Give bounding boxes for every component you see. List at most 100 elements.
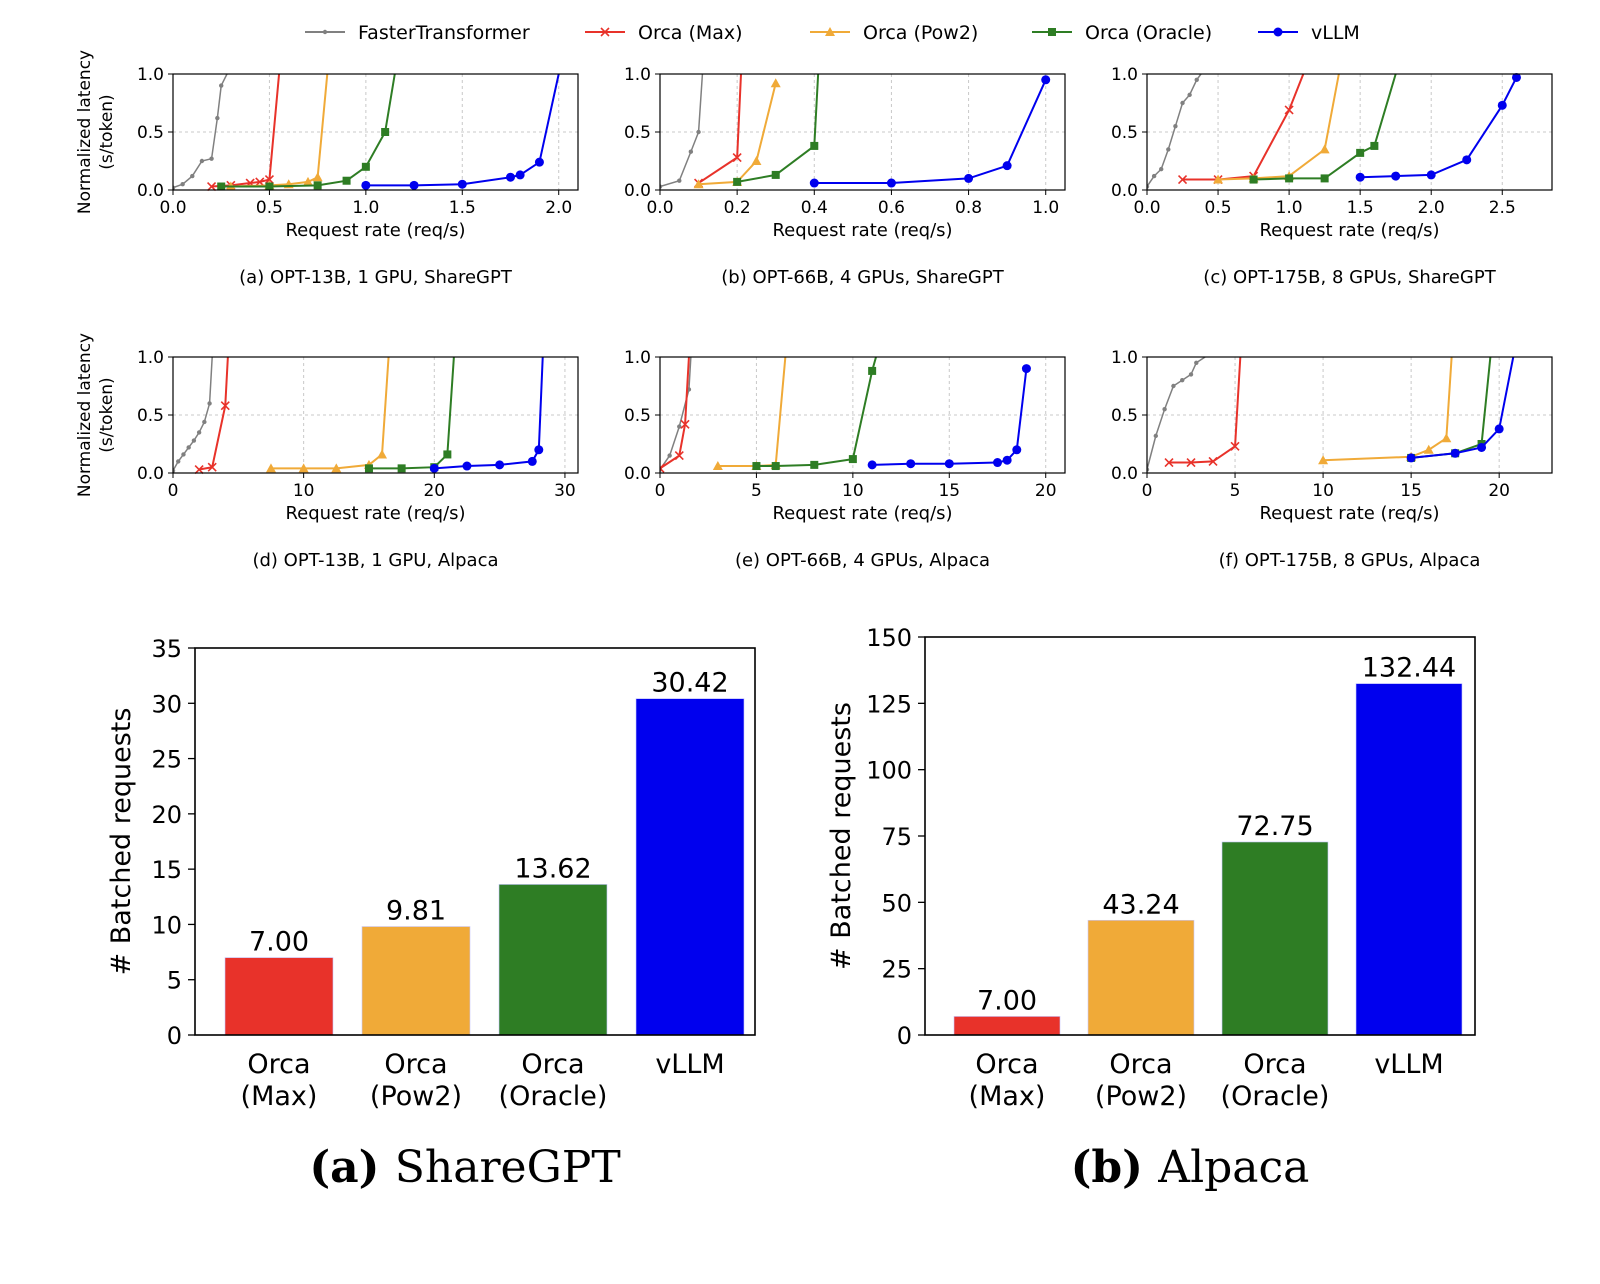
x-tick-label: 0.0 [159,198,186,218]
series-fastertransformer [1147,356,1206,472]
data-point [217,182,226,191]
y-axis-label: (s/token) [97,94,117,169]
data-point [191,438,197,443]
data-point [1477,442,1487,452]
y-tick-label: 75 [881,823,912,851]
bar-vllm [1355,683,1463,1036]
data-point [207,462,217,472]
data-point [867,460,877,470]
bar-panel-alpaca: 7.00Orca(Max)43.24Orca(Pow2)72.75Orca(Or… [826,624,1476,1193]
y-tick-label: 1.0 [137,65,164,85]
data-point [312,172,323,182]
series-vllm [429,356,544,473]
y-tick-label: 5 [167,967,182,995]
data-point [674,451,684,461]
x-axis-label: Request rate (req/s) [1259,503,1439,524]
caption-label-text: ShareGPT [395,1142,621,1193]
y-tick-label: 25 [151,746,182,774]
data-point [527,456,537,466]
data-point [265,463,276,473]
data-point [964,173,974,183]
data-point [298,463,309,473]
data-point [771,462,780,471]
x-tick-label: 1.0 [1276,198,1303,218]
data-point [397,464,406,473]
data-point [303,176,313,186]
y-tick-label: 0.5 [137,406,164,426]
bar-orca-max [224,957,334,1036]
series-line [698,83,777,186]
data-point [443,450,452,459]
series-line [173,356,213,472]
y-tick-label: 0 [167,1022,182,1050]
x-axis-label: Request rate (req/s) [285,220,465,241]
data-point [1180,378,1185,383]
x-tick-label: 10 [1312,481,1334,501]
data-point [1318,455,1329,465]
legend-label: FasterTransformer [358,22,530,44]
data-point [680,419,690,429]
data-point [752,462,761,471]
series-line [173,73,228,189]
data-point [1194,360,1199,365]
legend-entry-orca-max: Orca (Max) [585,22,743,44]
y-tick-label: 150 [866,624,912,652]
bar-orca-pow2 [361,926,471,1036]
series-line [1323,356,1453,462]
series-orca-oracle [1249,73,1397,184]
legend-label: vLLM [1311,22,1360,44]
data-point [190,173,195,179]
y-tick-label: 1.0 [137,348,164,368]
line-panel-5: 0 5 10 15 20 0.0 0.5 1.0 Request rate (req/s) (e)… [624,348,1066,571]
x-tick-label: 0 [168,481,179,501]
x-tick-label: 15 [938,481,960,501]
y-axis-label: (s/token) [97,377,117,452]
series-orca-pow2 [1213,73,1340,184]
data-point [733,177,742,186]
data-point [770,78,781,88]
series-vllm [867,364,1031,470]
x-tick-label: (Oracle) [499,1081,608,1112]
bar-panel-sharegpt: 7.00Orca(Max)9.81Orca(Pow2)13.62Orca(Ora… [106,635,756,1193]
data-point [886,178,896,188]
x-tick-label: 2.0 [1418,198,1445,218]
data-point [462,461,472,471]
x-tick-label: (Pow2) [370,1081,462,1112]
x-tick-label: 1.5 [1347,198,1374,218]
data-point [1162,407,1167,412]
x-tick-label: Orca [975,1049,1038,1080]
data-point [1213,174,1224,184]
data-point [693,179,704,189]
data-point [1171,383,1176,389]
plot-frame [194,647,756,1036]
data-point [534,157,544,167]
x-axis-label: Request rate (req/s) [772,220,952,241]
data-point [1423,444,1434,454]
panel-caption: (e) OPT-66B, 4 GPUs, Alpaca [735,550,990,571]
y-tick-label: 125 [866,690,912,718]
bar-value-label: 7.00 [977,985,1037,1016]
x-tick-label: Orca [521,1049,584,1080]
bar-value-label: 72.75 [1236,811,1313,842]
y-tick-label: 0.0 [137,464,164,484]
x-tick-label: 0.4 [801,198,828,218]
x-tick-label: 0.0 [1133,198,1160,218]
caption-label-text: Alpaca [1157,1142,1309,1193]
y-tick-label: 0.5 [624,406,651,426]
data-point [732,152,742,163]
line-panel-6: 0 5 10 15 20 0.0 0.5 1.0 Request rate (req/s) (f)… [1111,348,1553,571]
series-line [736,73,820,183]
series-fastertransformer [1147,73,1202,189]
series-line [1147,356,1206,470]
series-line [198,356,229,471]
x-tick-label: 1.0 [352,198,379,218]
x-axis-label: Request rate (req/s) [772,503,952,524]
legend-entry-orca-oracle: Orca (Oracle) [1032,22,1212,44]
x-axis-label: Request rate (req/s) [1259,220,1439,241]
data-point [906,459,916,469]
y-tick-label: 0 [897,1022,912,1050]
series-line [1411,356,1515,459]
legend-marker-dot [322,29,328,35]
data-point [1012,445,1022,455]
data-point [409,180,419,190]
